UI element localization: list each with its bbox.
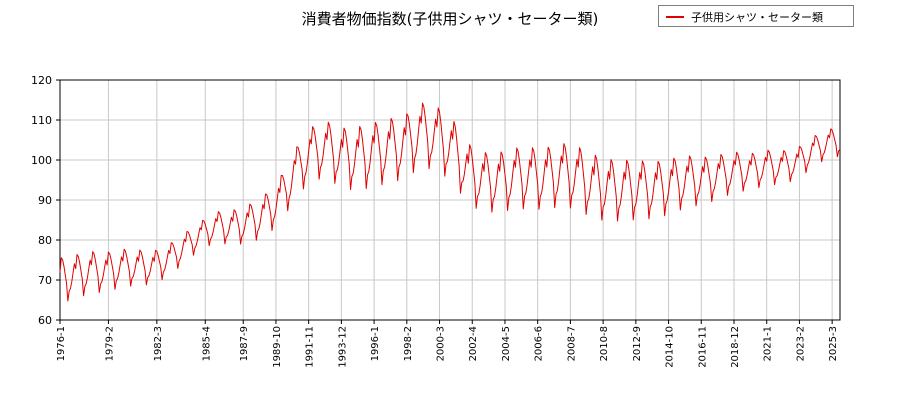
x-tick-label: 2014-10 (665, 326, 676, 368)
x-tick-label: 1993-12 (337, 326, 348, 368)
x-tick-label: 2002-4 (468, 326, 479, 361)
x-tick-label: 1985-4 (201, 326, 212, 361)
x-tick-label: 1979-2 (104, 326, 115, 361)
x-tick-label: 2010-8 (599, 326, 610, 361)
chart-title: 消費者物価指数(子供用シャツ・セーター類) (301, 10, 599, 28)
x-tick-label: 1998-2 (403, 326, 414, 361)
x-tick-label: 1987-9 (239, 326, 250, 361)
series-line-0 (59, 102, 841, 302)
x-tick-label: 2004-5 (501, 326, 512, 361)
x-tick-label: 1991-11 (305, 326, 316, 368)
legend-label: 子供用シャツ・セーター類 (691, 11, 823, 24)
y-tick-label: 90 (38, 194, 52, 207)
y-tick-label: 120 (31, 74, 52, 87)
x-tick-label: 2000-3 (436, 326, 447, 361)
x-tick-label: 1976-1 (56, 326, 67, 361)
y-axis: 60 70 80 90 100 110 120 (31, 74, 60, 327)
series-group (59, 102, 841, 302)
y-tick-label: 110 (31, 114, 52, 127)
x-tick-label: 2008-7 (566, 326, 577, 361)
x-tick-label: 2006-6 (534, 326, 545, 361)
x-tick-label: 2012-9 (632, 326, 643, 361)
x-tick-label: 2023-2 (795, 326, 806, 361)
x-tick-label: 1996-1 (370, 326, 381, 361)
grid-lines (59, 79, 840, 321)
legend-swatch (666, 16, 684, 18)
x-tick-label: 2025-3 (828, 326, 839, 361)
y-tick-label: 70 (38, 274, 52, 287)
x-tick-label: 1982-3 (153, 326, 164, 361)
legend: 子供用シャツ・セーター類 (658, 5, 854, 27)
x-tick-label: 2021-1 (763, 326, 774, 361)
x-tick-label: 2016-11 (697, 326, 708, 368)
x-axis: 1976-1 1979-2 1982-3 1985-4 1987-9 1989-10 199… (56, 320, 839, 368)
x-tick-label: 1989-10 (272, 326, 283, 368)
y-tick-label: 60 (38, 314, 52, 327)
x-tick-label: 2018-12 (730, 326, 741, 368)
y-tick-label: 80 (38, 234, 52, 247)
y-tick-label: 100 (31, 154, 52, 167)
